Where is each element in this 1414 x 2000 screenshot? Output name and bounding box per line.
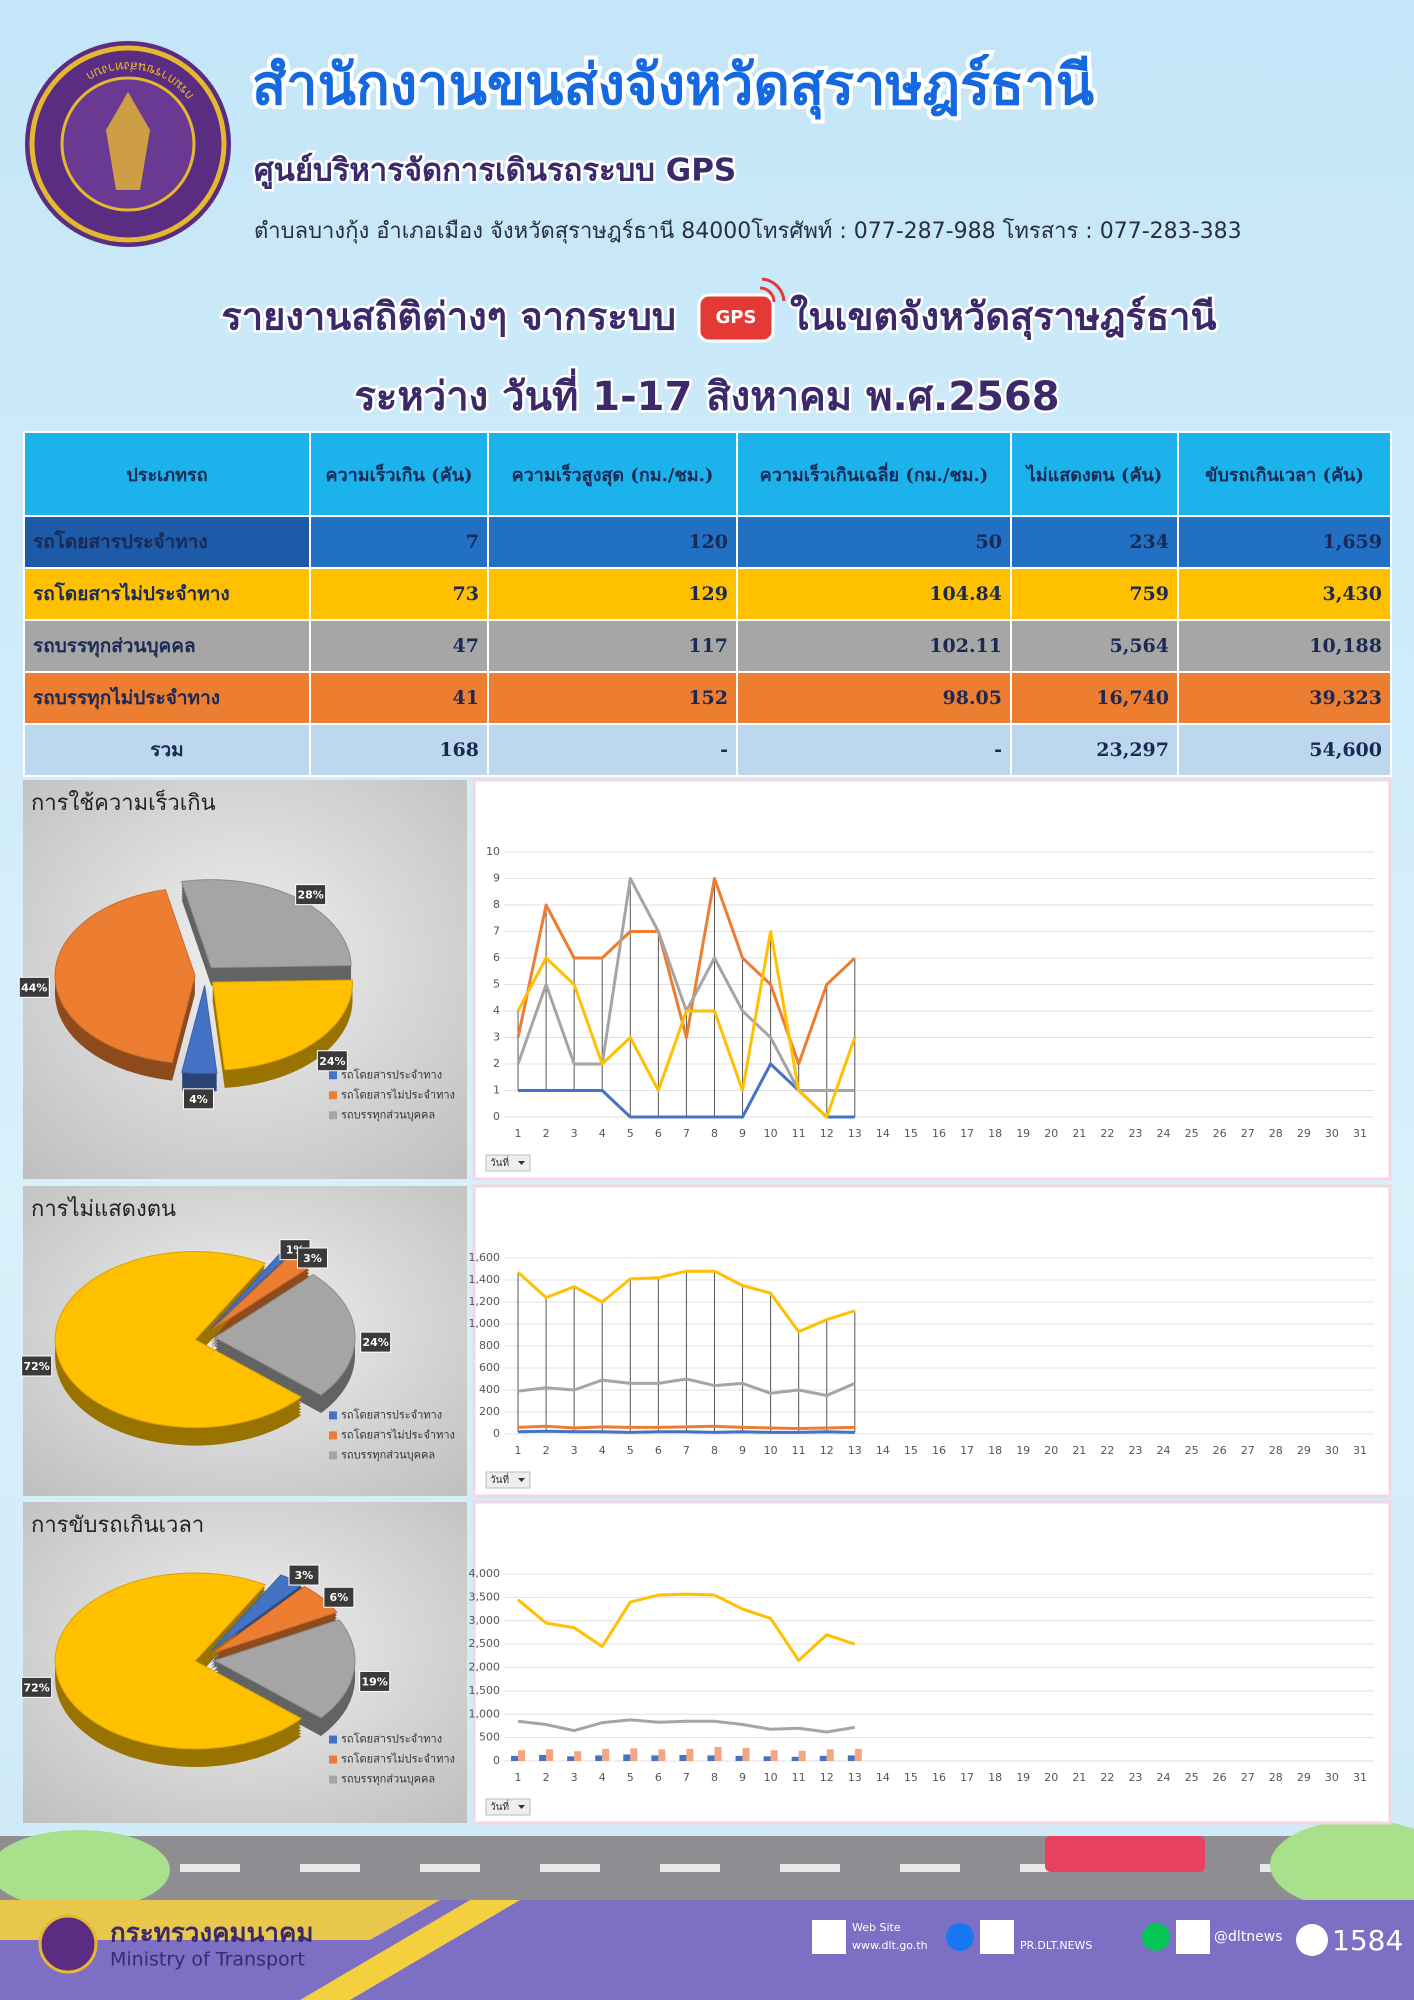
column-header: ประเภทรถ (23, 431, 311, 517)
facebook: PR.DLT.NEWS (1020, 1939, 1092, 1952)
logo-figure (106, 92, 150, 190)
table-cell: 73 (309, 567, 489, 621)
gps-signal (759, 277, 786, 303)
table-cell: 104.84 (736, 567, 1012, 621)
table-row: รวม 168- -23,297 54,600 (23, 723, 1392, 777)
gps-icon (697, 293, 775, 343)
table-body: รถโดยสารประจำทาง 7 120 50 234 1,659 รถโดยสารไม… (23, 515, 1392, 777)
table-cell: 102.11 (736, 619, 1012, 673)
website-label: Web Site (852, 1921, 901, 1934)
phone-icon (1296, 1924, 1328, 1956)
table-cell: 120 (487, 515, 738, 569)
table-cell: รถโดยสารประจำทาง (23, 515, 311, 569)
qr (1176, 1920, 1210, 1954)
table-row: รถโดยสารประจำทาง 7 120 50 234 1,659 (23, 515, 1392, 569)
ministry-en: Ministry of Transport (110, 1949, 305, 1971)
header-address: ตำบลบางกุ้ง อำเภอเมือง จังหวัดสุราษฎร์ธา… (254, 218, 1242, 244)
table-cell: 23,297 (1010, 723, 1179, 777)
table-cell: 117 (487, 619, 738, 673)
table-cell: 16,740 (1010, 671, 1179, 725)
report-period: ระหว่าง วันที่ 1-17 สิงหาคม พ.ศ.2568 (354, 368, 1059, 420)
stats-table: ประเภทรถ ความเร็วเกิน (คัน) ความเร็วสูงสุด… (23, 431, 1392, 777)
table-cell: 152 (487, 671, 738, 725)
qr (980, 1920, 1014, 1954)
footer-stripe (300, 1900, 520, 2000)
report-title-end: ในเขตจังหวัดสุราษฎร์ธานี (790, 295, 1217, 341)
gps-icon-label: GPS (716, 307, 757, 328)
facebook-icon (946, 1923, 974, 1951)
column-header: ความเร็วเกินเฉลี่ย (กม./ชม.) (736, 431, 1012, 517)
table-cell: 41 (309, 671, 489, 725)
header-title: สำนักงานขนส่งจังหวัดสุราษฎร์ธานี (252, 53, 1094, 120)
column-header: ไม่แสดงตน (คัน) (1010, 431, 1179, 517)
table-cell: 5,564 (1010, 619, 1179, 673)
table-cell: 54,600 (1177, 723, 1392, 777)
table-cell: - (736, 723, 1012, 777)
table-cell: รถโดยสารไม่ประจำทาง (23, 567, 311, 621)
table-cell: 98.05 (736, 671, 1012, 725)
table-cell: 7 (309, 515, 489, 569)
table-row: รถบรรทุกส่วนบุคคล 47 117 102.11 5,564 10,188 (23, 619, 1392, 673)
column-header: ความเร็วเกิน (คัน) (309, 431, 489, 517)
header-subtitle: ศูนย์บริหารจัดการเดินรถระบบ GPS (254, 153, 736, 190)
truck (1045, 1836, 1205, 1872)
table-cell: 168 (309, 723, 489, 777)
table-cell: 50 (736, 515, 1012, 569)
table-header: ประเภทรถ ความเร็วเกิน (คัน) ความเร็วสูงสุด… (23, 431, 1392, 517)
line-icon (1142, 1923, 1170, 1951)
line-id: @dltnews (1214, 1929, 1283, 1945)
bush (1270, 1820, 1414, 1910)
ministry-logo (38, 1914, 98, 1974)
table-cell: รถบรรทุกไม่ประจำทาง (23, 671, 311, 725)
table-row: รถโดยสารไม่ประจำทาง 73 129 104.84 759 3,430 (23, 567, 1392, 621)
table-cell: รวม (23, 723, 311, 777)
website: www.dlt.go.th (852, 1939, 928, 1952)
qr (812, 1920, 846, 1954)
table-cell: 234 (1010, 515, 1179, 569)
table-cell: 10,188 (1177, 619, 1392, 673)
call-center: 1584 (1332, 1924, 1403, 1957)
table-row: รถบรรทุกไม่ประจำทาง 41 152 98.05 16,740 39,32… (23, 671, 1392, 725)
table-cell: 47 (309, 619, 489, 673)
table-cell: 759 (1010, 567, 1179, 621)
table-cell: 39,323 (1177, 671, 1392, 725)
table-cell: 1,659 (1177, 515, 1392, 569)
logo-ring (29, 45, 227, 243)
table-cell: 3,430 (1177, 567, 1392, 621)
bush (0, 1830, 170, 1910)
table-cell: - (487, 723, 738, 777)
ministry-th: กระทรวงคมนาคม (110, 1919, 314, 1949)
table-cell: รถบรรทุกส่วนบุคคล (23, 619, 311, 673)
column-header: ขับรถเกินเวลา (คัน) (1177, 431, 1392, 517)
report-title: รายงานสถิติต่างๆ จากระบบ (221, 295, 676, 339)
table-cell: 129 (487, 567, 738, 621)
footer-band (0, 1900, 440, 1940)
column-header: ความเร็วสูงสุด (กม./ชม.) (487, 431, 738, 517)
